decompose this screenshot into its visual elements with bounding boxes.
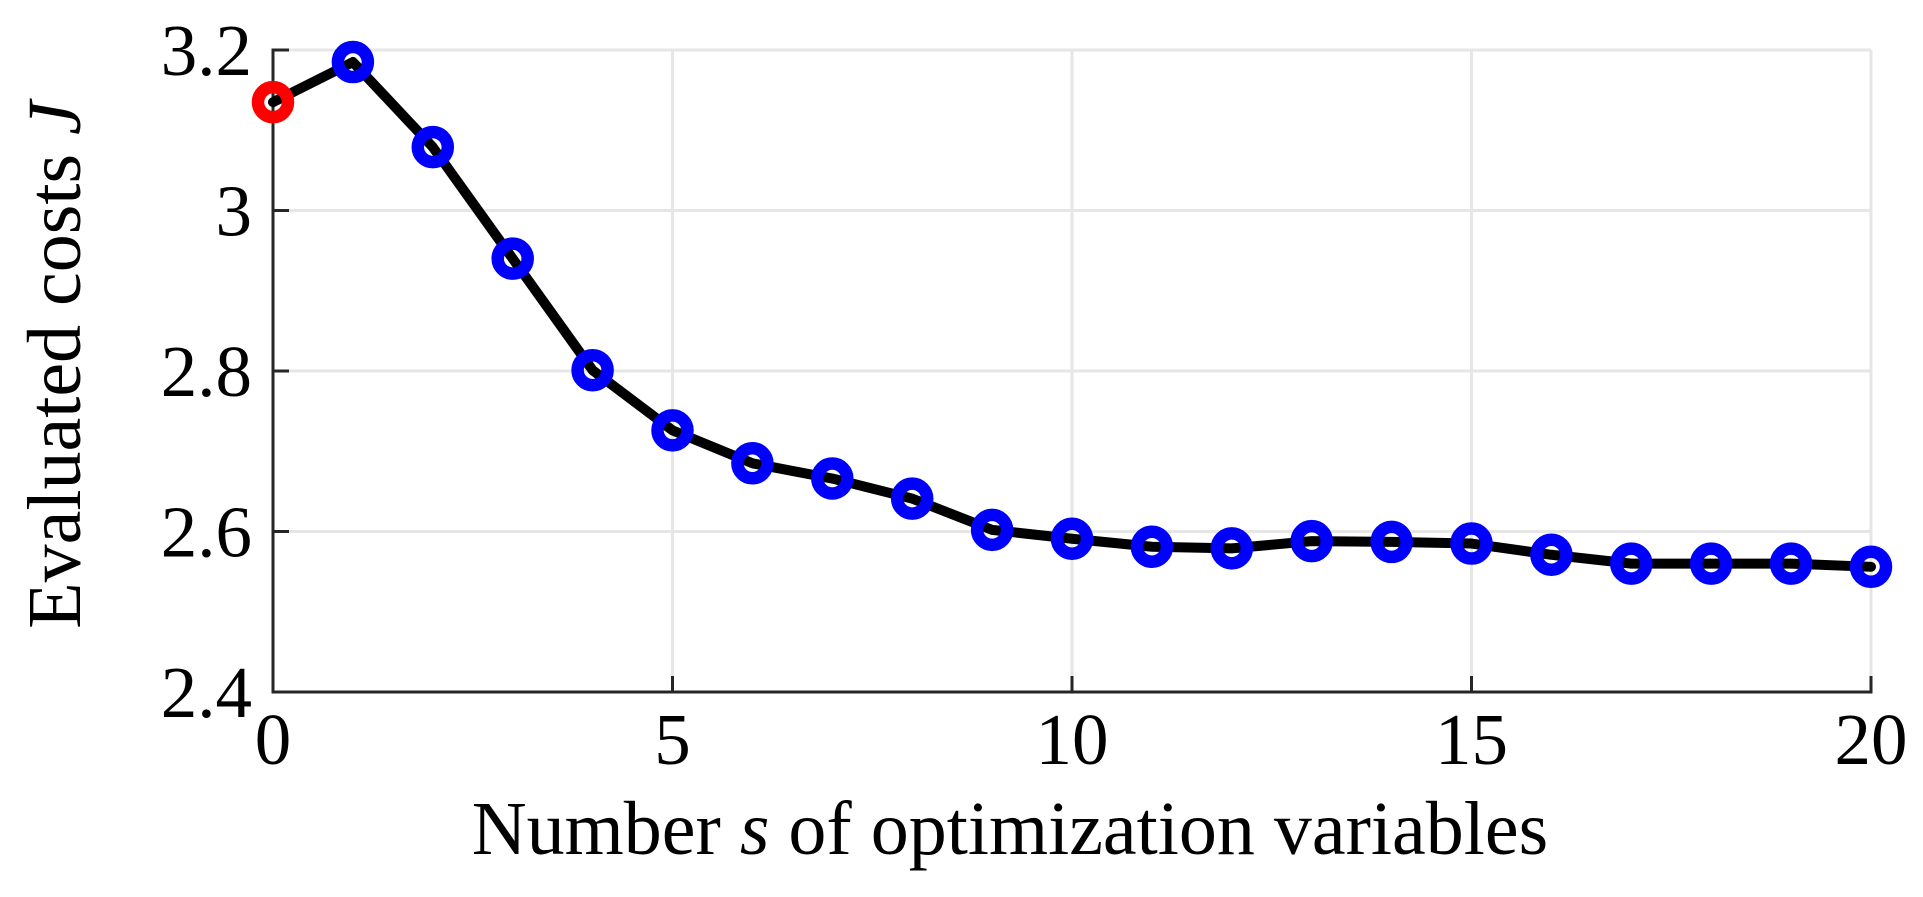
data-point-marker — [331, 40, 375, 84]
data-point-marker — [411, 125, 455, 169]
y-tick-label-2.8: 2.8 — [161, 331, 252, 412]
data-point-marker — [1370, 520, 1413, 564]
data-point-marker — [651, 409, 694, 452]
data-point-marker — [1610, 542, 1653, 585]
y-tick-label-2.6: 2.6 — [161, 492, 252, 573]
y-axis-label-text: Evaluated costs — [13, 134, 97, 629]
x-axis-label: Number s of optimization variables — [472, 791, 1548, 867]
x-axis-label-suffix: of optimization variables — [769, 787, 1549, 871]
data-point-marker — [1130, 525, 1174, 568]
data-point-marker — [731, 442, 774, 485]
data-point-marker — [1849, 545, 1893, 589]
data-point-marker — [1450, 522, 1493, 565]
data-line — [268, 57, 1876, 572]
x-tick-label-10: 10 — [1036, 699, 1109, 780]
x-tick-label-5: 5 — [654, 699, 691, 780]
y-axis-symbol-J: J — [13, 101, 97, 135]
data-point-marker — [970, 508, 1014, 552]
data-point-marker — [1530, 533, 1573, 577]
data-point-marker — [491, 237, 534, 280]
x-tick-label-0: 0 — [255, 699, 292, 780]
data-point-marker — [811, 457, 854, 500]
data-point-marker — [1050, 517, 1094, 560]
data-point-marker-highlighted — [251, 80, 295, 124]
data-point-marker — [1769, 542, 1813, 585]
x-tick-label-20: 20 — [1835, 699, 1908, 780]
y-tick-label-3.2: 3.2 — [161, 10, 252, 91]
x-axis-symbol-s: s — [739, 787, 770, 871]
y-tick-label-3: 3 — [216, 171, 253, 252]
x-tick-label-15: 15 — [1435, 699, 1508, 780]
data-point-marker — [1210, 527, 1254, 570]
data-point-marker — [890, 477, 934, 520]
data-point-marker — [571, 348, 614, 392]
data-point-marker — [1689, 542, 1733, 585]
y-tick-label-2.4: 2.4 — [161, 652, 252, 733]
y-axis-label: Evaluated costs J — [13, 101, 97, 629]
data-point-marker — [1290, 519, 1333, 563]
x-axis-label-prefix: Number — [471, 787, 740, 871]
